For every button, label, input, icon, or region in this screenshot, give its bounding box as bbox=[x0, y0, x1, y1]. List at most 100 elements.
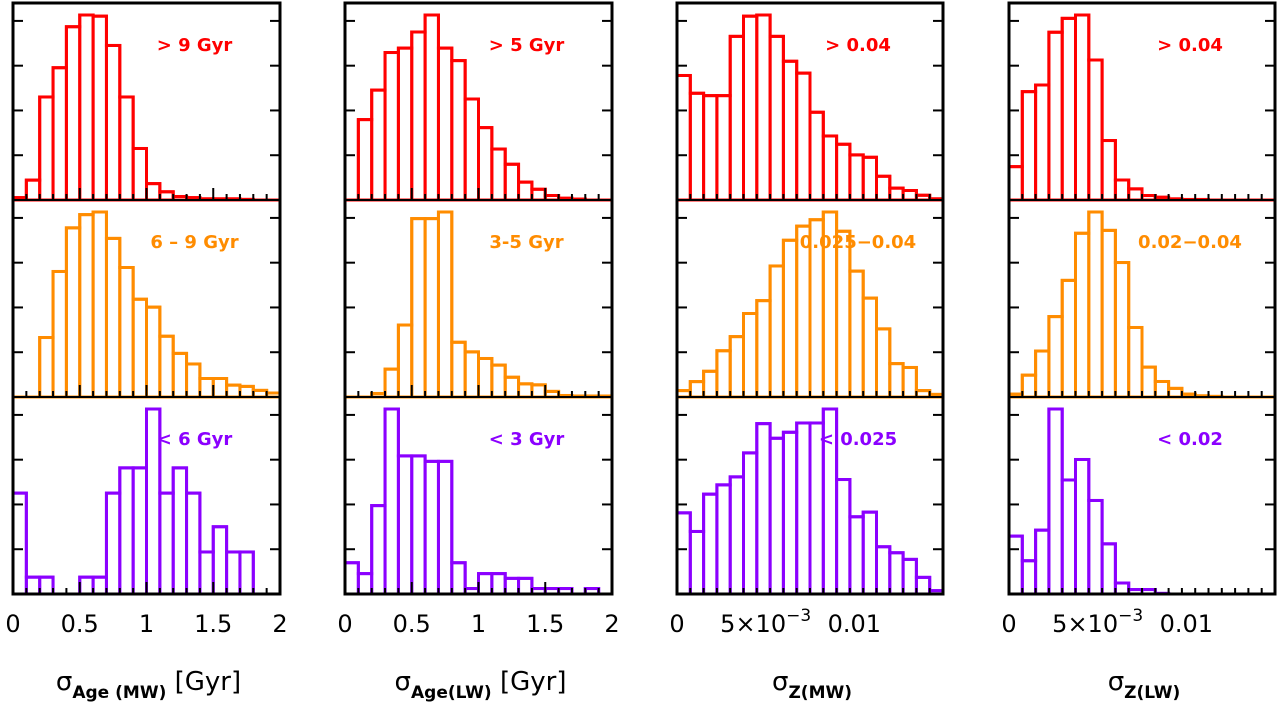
histogram-bar bbox=[64, 226, 82, 399]
histogram-bar bbox=[888, 362, 905, 399]
histogram-bar bbox=[848, 515, 865, 596]
histogram-bar bbox=[742, 14, 759, 202]
histogram-bar bbox=[171, 466, 189, 596]
histogram-bar bbox=[755, 422, 772, 596]
histogram-bar bbox=[423, 217, 440, 399]
histogram-bar bbox=[688, 380, 706, 399]
histogram-bar bbox=[1074, 13, 1091, 202]
panel-frame bbox=[1007, 1, 1277, 596]
histogram-bar bbox=[835, 229, 852, 399]
histogram-bar bbox=[198, 377, 215, 399]
histogram-bar bbox=[861, 155, 879, 202]
histogram-panel-bottom: < 0.025 bbox=[675, 407, 945, 596]
histogram-bar bbox=[356, 572, 374, 596]
histogram-bar bbox=[370, 88, 387, 202]
histogram-bar bbox=[1127, 187, 1144, 202]
histogram-bar bbox=[901, 189, 918, 202]
histogram-bar bbox=[768, 436, 785, 596]
histogram-bar bbox=[396, 46, 414, 202]
histogram-bar bbox=[171, 351, 189, 399]
histogram-bar bbox=[51, 269, 68, 399]
histogram-bar bbox=[78, 13, 95, 202]
histogram-bar bbox=[118, 95, 135, 202]
histogram-bar bbox=[1087, 498, 1104, 596]
histogram-bar bbox=[768, 34, 785, 202]
histogram-bar bbox=[1100, 228, 1117, 399]
histogram-bar bbox=[702, 492, 719, 596]
histogram-bar bbox=[211, 525, 229, 596]
histogram-bar bbox=[410, 454, 427, 596]
histogram-bar bbox=[436, 459, 454, 596]
histogram-bar bbox=[781, 430, 799, 596]
histogram-bar bbox=[225, 383, 242, 399]
histogram-bar bbox=[1060, 278, 1077, 399]
histogram-bar bbox=[1034, 528, 1051, 596]
histogram-bar bbox=[715, 349, 732, 399]
histogram-panel-middle: 6 – 9 Gyr bbox=[13, 210, 282, 399]
histogram-bar bbox=[343, 561, 360, 596]
histogram-bar bbox=[795, 71, 812, 202]
histogram-bar bbox=[198, 550, 215, 596]
histogram-bar bbox=[1020, 90, 1038, 202]
histogram-bar bbox=[51, 66, 68, 202]
histogram-bar bbox=[131, 146, 148, 202]
histogram-bar bbox=[1113, 178, 1131, 202]
histogram-bar bbox=[145, 182, 162, 202]
histogram-bar bbox=[1074, 457, 1091, 596]
histogram-bar bbox=[728, 475, 746, 596]
histogram-bar bbox=[490, 572, 507, 596]
histogram-bar bbox=[436, 210, 454, 399]
histogram-bar bbox=[104, 236, 122, 399]
histogram-bar bbox=[158, 334, 175, 399]
histogram-bar bbox=[131, 297, 148, 399]
histogram-bar bbox=[490, 363, 507, 399]
x-tick-label: 2 bbox=[604, 610, 619, 638]
panel-frame bbox=[11, 1, 282, 596]
histogram-bar bbox=[875, 545, 892, 596]
histogram-panel-bottom: < 6 Gyr bbox=[11, 407, 280, 596]
histogram-bar bbox=[861, 510, 879, 596]
histogram-bar bbox=[861, 296, 879, 399]
histogram-bar bbox=[91, 210, 108, 399]
histogram-bar bbox=[185, 491, 202, 596]
histogram-bar bbox=[104, 491, 122, 596]
histogram-bar bbox=[1167, 386, 1184, 399]
histogram-panel-bottom: < 0.02 bbox=[1007, 407, 1275, 596]
histogram-bar bbox=[688, 91, 706, 202]
x-tick-label: 1 bbox=[471, 610, 486, 638]
histogram-bar bbox=[396, 454, 414, 596]
histogram-bar bbox=[888, 186, 905, 202]
histogram-bar bbox=[477, 356, 494, 399]
histogram-bar bbox=[450, 561, 467, 596]
histogram-bar bbox=[423, 13, 440, 202]
histogram-bar bbox=[781, 238, 799, 399]
histogram-bar bbox=[383, 51, 400, 202]
x-tick-label: 5×10−3 bbox=[720, 606, 811, 638]
x-tick-label: 0 bbox=[5, 610, 20, 638]
histogram-bar bbox=[530, 187, 547, 202]
histogram-bar bbox=[808, 110, 825, 202]
panel-label: 6 – 9 Gyr bbox=[150, 232, 238, 253]
histogram-bar bbox=[1047, 315, 1064, 399]
histogram-bar bbox=[1100, 542, 1117, 596]
histogram-bar bbox=[78, 213, 95, 399]
histogram-bar bbox=[1007, 165, 1024, 202]
histogram-bar bbox=[835, 142, 852, 202]
histogram-panel-middle: 3-5 Gyr bbox=[345, 210, 614, 399]
histogram-bar bbox=[238, 384, 255, 399]
histogram-bar bbox=[356, 118, 374, 202]
histogram-bar bbox=[821, 134, 839, 202]
x-tick-label: 0 bbox=[337, 610, 352, 638]
histogram-bar bbox=[477, 126, 494, 202]
histogram-column-2: > 5 Gyr 3-5 Gyr < 3 Gyr 0 0.5 1 1.5 2 σAge(LW) [… bbox=[337, 1, 620, 703]
histogram-bar bbox=[370, 504, 387, 596]
x-tick-label: 2 bbox=[272, 610, 287, 638]
histogram-bar bbox=[450, 59, 467, 202]
histogram-bar bbox=[755, 299, 772, 399]
histogram-column-4: > 0.04 0.02−0.04 < 0.02 0 5×10−3 0.01 σZ(LW) bbox=[1001, 1, 1277, 703]
histogram-bar bbox=[158, 190, 175, 202]
histogram-bar bbox=[742, 311, 759, 399]
histogram-panel-bottom: < 3 Gyr bbox=[343, 407, 612, 596]
panel-frame bbox=[343, 1, 614, 596]
x-tick-label: 0.01 bbox=[1160, 610, 1213, 638]
